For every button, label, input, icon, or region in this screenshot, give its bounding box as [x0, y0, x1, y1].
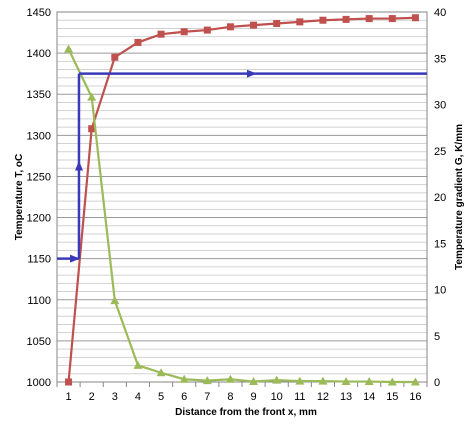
series-1-triangle-marker: [133, 360, 143, 369]
y-right-tick-label: 10: [434, 285, 446, 297]
series-0-square-marker: [226, 23, 234, 31]
series-1-triangle-marker: [202, 376, 212, 385]
series-1-triangle-marker: [110, 296, 120, 305]
x-tick-label: 15: [386, 391, 398, 403]
x-tick-label: 13: [340, 391, 352, 403]
x-tick-label: 4: [135, 391, 141, 403]
series-1-triangle-marker: [225, 374, 235, 383]
series-1-triangle-marker: [179, 374, 189, 383]
x-tick-label: 5: [158, 391, 164, 403]
series-0-square-marker: [134, 38, 142, 46]
series-1-triangle-marker: [295, 376, 305, 385]
series-0-square-marker: [180, 28, 188, 36]
x-tick-label: 12: [317, 391, 329, 403]
series-1-triangle-marker: [318, 376, 328, 385]
series-1-triangle-marker: [156, 368, 166, 377]
series-0-square-marker: [319, 16, 327, 24]
y-right-tick-label: 15: [434, 238, 446, 250]
x-tick-label: 9: [251, 391, 257, 403]
series-0-square-marker: [250, 21, 258, 29]
series-0-square-marker: [157, 30, 165, 38]
x-tick-label: 6: [181, 391, 187, 403]
y-left-axis-title: Temperature T, oC: [14, 154, 25, 241]
series-1-line: [67, 48, 416, 384]
y-right-tick-label: 0: [434, 377, 440, 389]
x-tick-label: 1: [66, 391, 72, 403]
y-right-tick-label: 35: [434, 53, 446, 65]
y-right-axis-title: Temperature gradient G, K/mm: [454, 124, 465, 270]
y-left-tick-label: 1100: [27, 295, 51, 307]
y-left-tick-label: 1400: [27, 48, 51, 60]
series-0-square-marker: [273, 20, 281, 28]
x-tick-label: 3: [112, 391, 118, 403]
series-0-square-marker: [203, 26, 211, 34]
y-left-tick-label: 1300: [27, 130, 51, 142]
y-right-tick-label: 20: [434, 192, 446, 204]
x-tick-label: 16: [409, 391, 421, 403]
series-0-square-marker: [388, 15, 396, 23]
x-tick-label: 8: [227, 391, 233, 403]
y-right-tick-label: 40: [434, 7, 446, 19]
series-1-triangle-marker: [249, 377, 259, 386]
x-tick-label: 7: [204, 391, 210, 403]
series-0-square-marker: [111, 53, 119, 61]
series-0-square-marker: [88, 125, 96, 133]
y-left-tick-label: 1200: [27, 213, 51, 225]
series-1-triangle-marker: [410, 377, 420, 386]
series-1-triangle-marker: [364, 377, 374, 386]
series-1-triangle-marker: [272, 375, 282, 384]
x-tick-label: 2: [89, 391, 95, 403]
series-0-square-marker: [65, 378, 73, 386]
y-left-tick-label: 1350: [27, 89, 51, 101]
series-1-triangle-marker: [387, 377, 397, 386]
series-1-triangle-marker: [87, 92, 97, 101]
series-0-square-marker: [342, 15, 350, 23]
x-tick-label: 14: [363, 391, 375, 403]
series-0-square-marker: [296, 18, 304, 26]
y-left-tick-label: 1000: [27, 377, 51, 389]
y-right-tick-label: 25: [434, 146, 446, 158]
series-0-line: [67, 16, 416, 383]
x-tick-label: 11: [294, 391, 305, 403]
y-right-tick-label: 5: [434, 331, 440, 343]
y-left-tick-label: 1050: [27, 336, 51, 348]
series-1-triangle-marker: [64, 44, 74, 53]
series-0-square-marker: [365, 15, 373, 23]
y-left-tick-label: 1450: [27, 7, 51, 19]
x-axis-title: Distance from the front x, mm: [175, 407, 317, 418]
x-tick-label: 10: [271, 391, 283, 403]
series-0-square-marker: [411, 14, 419, 22]
series-1-triangle-marker: [341, 377, 351, 386]
y-right-tick-label: 30: [434, 100, 446, 112]
y-left-tick-label: 1250: [27, 171, 51, 183]
y-left-tick-label: 1150: [27, 254, 51, 266]
